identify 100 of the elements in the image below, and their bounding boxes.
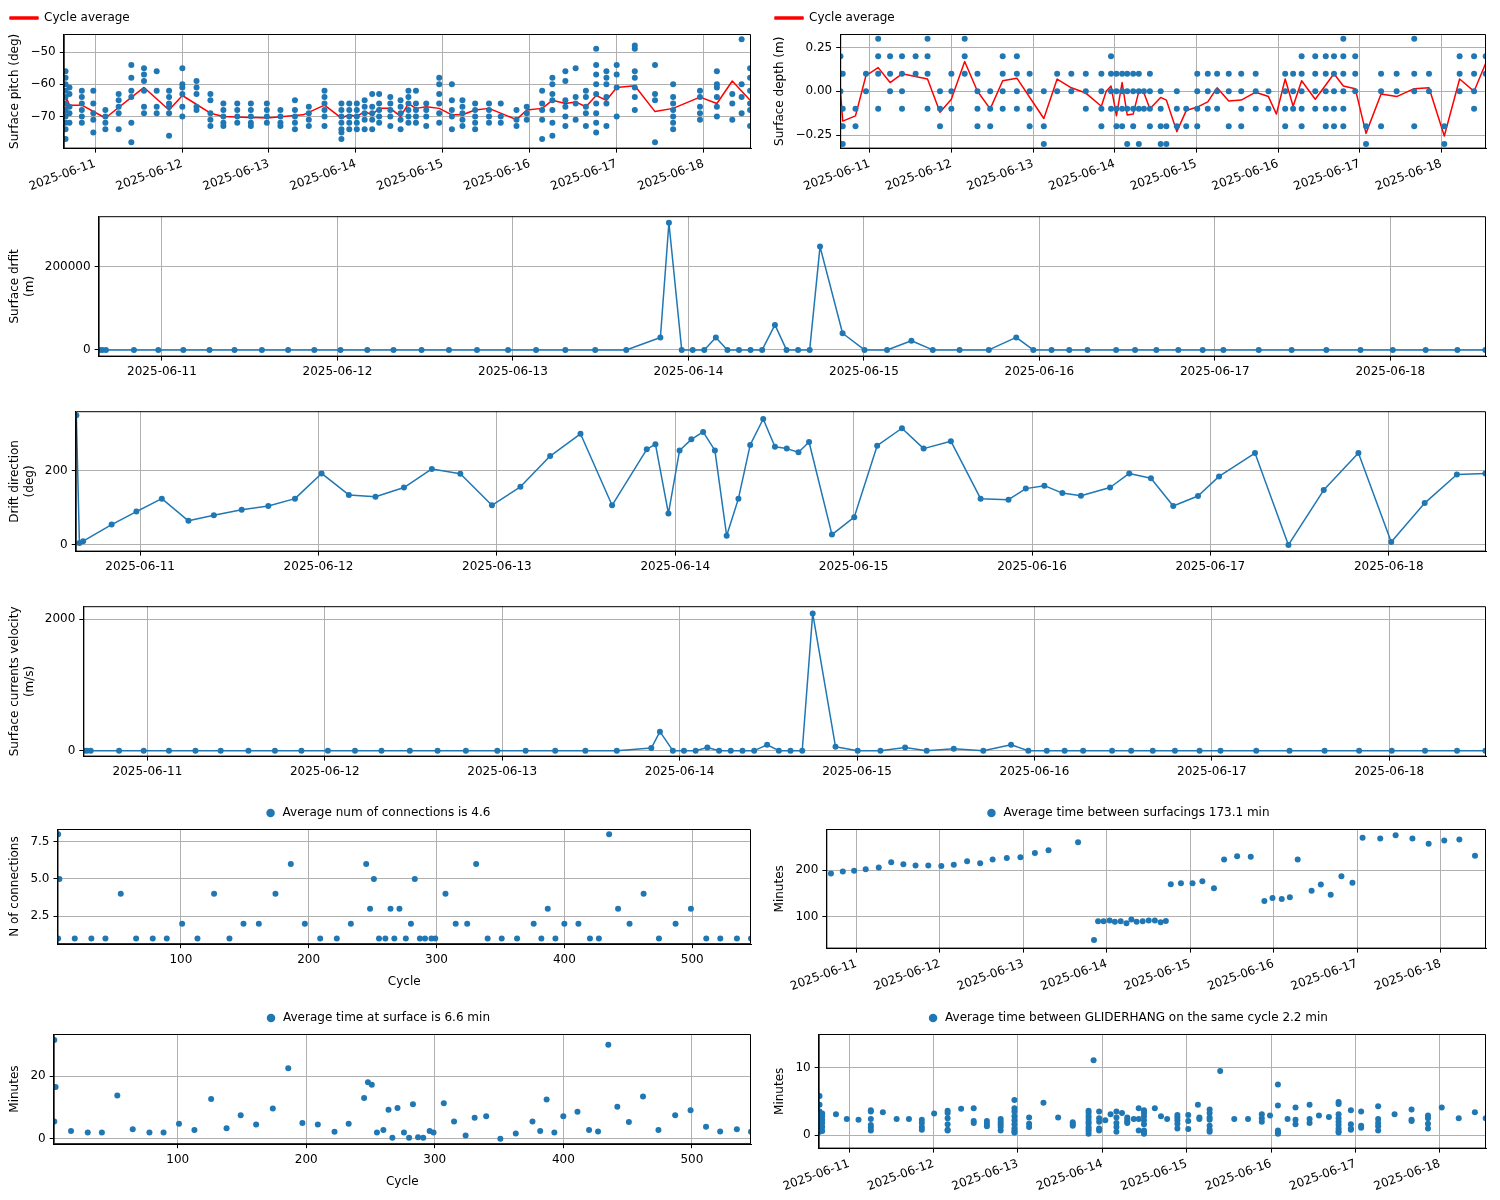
y-tick-label: −70 xyxy=(30,108,56,123)
y-tick-label: 100 xyxy=(795,908,819,923)
y-axis-title: Minutes xyxy=(772,1067,787,1115)
y-tick-label: −50 xyxy=(30,44,56,59)
legend-label: Cycle average xyxy=(809,10,895,25)
x-tick-label: 2025-06-13 xyxy=(467,763,538,778)
y-axis-title: Minutes xyxy=(7,1065,22,1113)
point xyxy=(1100,918,1107,925)
y-tick-label: 5.0 xyxy=(30,871,50,886)
x-tick-label: 2025-06-15 xyxy=(829,363,899,378)
x-tick-label: 2025-06-18 xyxy=(1354,763,1425,778)
y-tick-label: 0.25 xyxy=(805,39,833,54)
legend-label: Average time between GLIDERHANG on the same cycle 2.2 min xyxy=(945,1010,1328,1025)
x-tick-label: 2025-06-15 xyxy=(818,558,889,573)
point xyxy=(1133,918,1140,925)
point xyxy=(1189,880,1196,887)
x-tick-label: 200 xyxy=(294,1151,318,1166)
point xyxy=(1031,850,1038,856)
x-tick-label: 2025-06-13 xyxy=(478,363,548,378)
point xyxy=(839,868,846,875)
x-tick-label: 300 xyxy=(425,951,448,966)
point xyxy=(1349,879,1356,886)
point xyxy=(1338,873,1345,880)
x-tick-label: 2025-06-12 xyxy=(283,558,354,573)
point xyxy=(1157,919,1164,926)
x-axis-title: Cycle xyxy=(387,973,421,988)
x-tick-label: 2025-06-13 xyxy=(462,558,532,573)
x-tick-label: 100 xyxy=(169,951,193,966)
point xyxy=(1247,853,1254,860)
x-tick-label: 2025-06-11 xyxy=(105,558,175,573)
x-tick-label: 2025-06-11 xyxy=(127,363,197,378)
y-tick-label: 10 xyxy=(795,1059,811,1074)
point xyxy=(950,861,957,868)
y-tick-label: 0 xyxy=(38,1130,46,1145)
y-tick-label: 0 xyxy=(67,742,76,757)
point xyxy=(1145,917,1152,924)
x-tick-label: 2025-06-16 xyxy=(999,763,1070,778)
y-tick-label: −0.25 xyxy=(795,127,833,142)
x-tick-label: 2025-06-12 xyxy=(289,763,360,778)
point xyxy=(1234,853,1241,860)
point xyxy=(827,870,834,877)
point xyxy=(1167,881,1174,888)
y-axis-title: Minutes xyxy=(772,865,787,913)
y-axis-title: Surface depth (m) xyxy=(772,36,787,146)
y-tick-label: 2000 xyxy=(44,611,76,626)
point xyxy=(964,858,971,865)
x-tick-label: 2025-06-17 xyxy=(1177,763,1247,778)
y-tick-label: 0 xyxy=(60,537,68,552)
point xyxy=(1327,891,1334,898)
x-tick-label: 2025-06-14 xyxy=(640,558,711,573)
point xyxy=(989,856,996,863)
point xyxy=(1139,918,1146,925)
point xyxy=(1221,856,1228,863)
x-tick-label: 400 xyxy=(552,951,576,966)
x-tick-label: 100 xyxy=(166,1151,190,1166)
point xyxy=(1425,840,1432,847)
point xyxy=(1123,920,1130,927)
point xyxy=(1269,895,1276,902)
point xyxy=(851,867,858,874)
point xyxy=(1199,878,1206,885)
legend-label: Average num of connections is 4.6 xyxy=(282,805,491,820)
point xyxy=(1392,832,1399,839)
x-tick-label: 400 xyxy=(551,1151,575,1166)
y-axis-title: Surface currents velocity (m/s) xyxy=(7,606,36,757)
point xyxy=(1117,918,1124,925)
point xyxy=(1162,917,1169,924)
point xyxy=(1017,854,1024,861)
point xyxy=(1177,880,1184,887)
point xyxy=(1045,847,1052,854)
point xyxy=(1003,855,1010,862)
x-tick-label: 200 xyxy=(297,951,321,966)
point xyxy=(1441,837,1448,844)
y-tick-label: 0 xyxy=(82,342,91,357)
point xyxy=(1095,918,1102,925)
legend-label: Average time between surfacings 173.1 min xyxy=(1003,805,1270,820)
point xyxy=(1456,836,1463,843)
point xyxy=(900,861,907,868)
y-tick-label: 0 xyxy=(803,1127,811,1142)
y-tick-label: 200 xyxy=(795,862,819,877)
x-tick-label: 2025-06-17 xyxy=(1179,363,1250,378)
y-axis-title: N of connections xyxy=(7,836,22,937)
point xyxy=(1471,852,1478,859)
y-tick-label: 200 xyxy=(44,462,68,477)
x-tick-label: 2025-06-18 xyxy=(1353,558,1424,573)
point xyxy=(912,862,919,869)
x-tick-label: 500 xyxy=(680,951,704,966)
point xyxy=(1210,885,1217,892)
y-axis-title: Drift direction (deg) xyxy=(7,440,36,523)
y-tick-label: −60 xyxy=(30,76,56,91)
x-tick-label: 500 xyxy=(680,1151,704,1166)
point xyxy=(1128,916,1135,923)
x-tick-label: 2025-06-14 xyxy=(644,763,715,778)
legend-label: Average time at surface is 6.6 min xyxy=(283,1010,490,1025)
x-tick-label: 2025-06-18 xyxy=(1355,363,1426,378)
point xyxy=(1359,834,1366,841)
x-tick-label: 2025-06-17 xyxy=(1175,558,1246,573)
x-tick-label: 300 xyxy=(423,1151,447,1166)
point xyxy=(1409,835,1416,842)
point xyxy=(1286,894,1293,901)
point xyxy=(1317,881,1324,888)
